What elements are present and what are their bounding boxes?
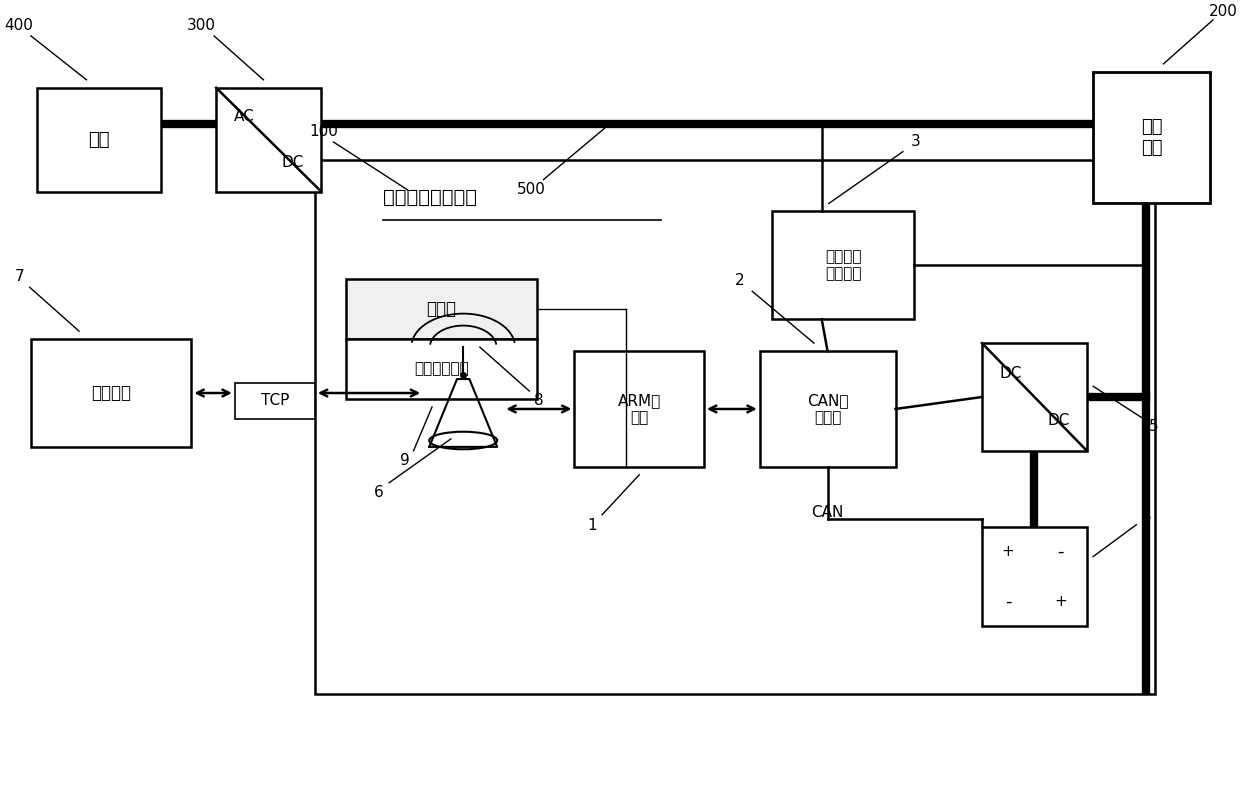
Text: 100: 100	[309, 124, 339, 139]
Text: 3: 3	[910, 134, 920, 148]
Text: DC: DC	[281, 155, 304, 170]
Bar	[346, 339, 537, 399]
Text: 9: 9	[401, 453, 409, 468]
Text: -: -	[1058, 543, 1064, 561]
Text: 2: 2	[735, 274, 745, 288]
Text: 500: 500	[517, 182, 546, 196]
Bar	[37, 88, 161, 192]
Text: CAN: CAN	[811, 505, 843, 519]
Text: TCP: TCP	[260, 393, 289, 409]
Text: 直流储能后备电源: 直流储能后备电源	[383, 188, 477, 207]
Bar	[216, 88, 321, 192]
Text: 7: 7	[15, 270, 25, 284]
Text: 5: 5	[1148, 419, 1158, 433]
Bar	[760, 351, 895, 467]
Bar	[773, 211, 914, 319]
Text: ARM控
制板: ARM控 制板	[618, 393, 661, 425]
Text: 400: 400	[4, 18, 33, 33]
Bar	[1094, 72, 1210, 203]
Text: 云服务器: 云服务器	[92, 384, 131, 402]
Text: 基站
负载: 基站 负载	[1141, 118, 1163, 157]
Text: 4: 4	[1142, 509, 1151, 524]
Text: 电网: 电网	[88, 131, 109, 148]
Text: 显示屏: 显示屏	[427, 300, 456, 318]
Bar	[346, 279, 537, 339]
Text: +: +	[1054, 594, 1068, 609]
Bar	[982, 527, 1087, 626]
Text: CAN通
信电路: CAN通 信电路	[807, 393, 848, 425]
Text: AC: AC	[234, 109, 255, 124]
Bar	[982, 343, 1087, 451]
Text: 1: 1	[588, 519, 598, 533]
Text: 6: 6	[374, 485, 384, 500]
Text: 键盘或触摸屏: 键盘或触摸屏	[414, 361, 469, 377]
Bar	[31, 339, 191, 447]
Text: 8: 8	[534, 393, 544, 408]
Text: DC: DC	[999, 365, 1022, 381]
Text: 200: 200	[1209, 5, 1238, 19]
Text: 300: 300	[187, 18, 216, 33]
Text: +: +	[1002, 544, 1014, 559]
Bar	[234, 383, 315, 419]
Text: DC: DC	[1048, 413, 1070, 429]
Text: 电压电流
采集电路: 电压电流 采集电路	[825, 249, 862, 282]
Bar	[574, 351, 704, 467]
Text: -: -	[1004, 592, 1012, 610]
Bar	[315, 160, 1154, 694]
